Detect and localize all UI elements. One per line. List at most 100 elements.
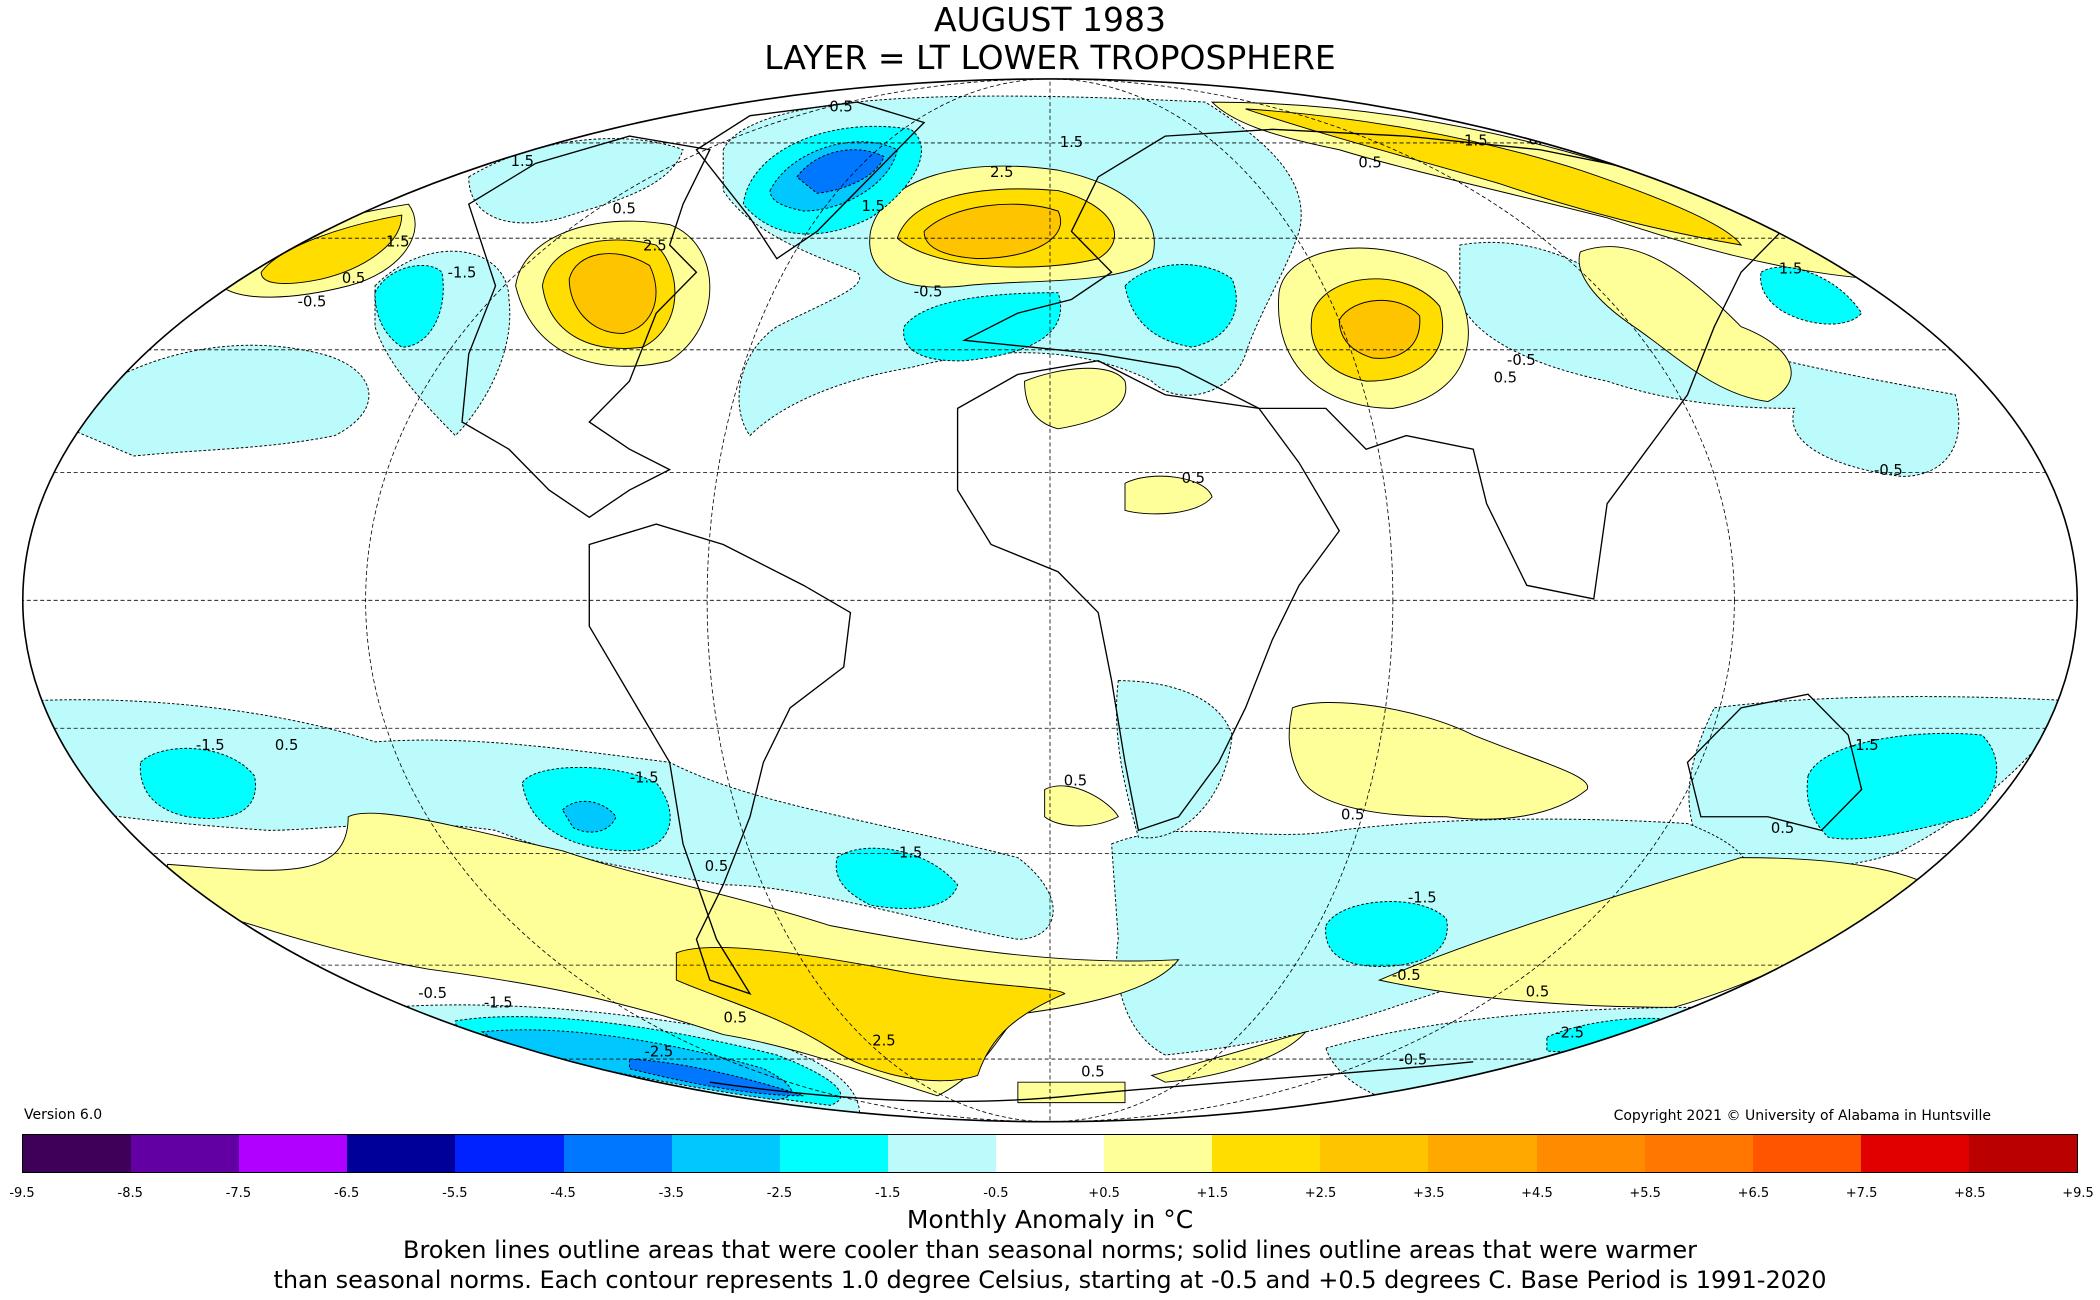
colorbar-tick-label: -0.5 <box>983 1186 1009 1201</box>
colorbar-bin <box>1644 1135 1753 1172</box>
colorbar-tick-label: +8.5 <box>1953 1186 1986 1201</box>
contour-label: -1.5 <box>448 264 477 282</box>
map-title: AUGUST 1983 <box>933 0 1167 39</box>
colorbar-tick-label: -1.5 <box>874 1186 901 1201</box>
colorbar-bin <box>1104 1135 1213 1172</box>
colorbar-bin <box>887 1135 996 1172</box>
antarctica-outline <box>709 1061 1474 1103</box>
colorbar-bin <box>131 1135 240 1172</box>
contour-label: -2.5 <box>645 1042 674 1060</box>
colorbar-bin <box>671 1135 780 1172</box>
contour-label: -0.5 <box>298 292 327 310</box>
colorbar-bin <box>1536 1135 1645 1172</box>
contour-label: 0.5 <box>724 1008 747 1026</box>
contour-label: 0.5 <box>829 98 852 116</box>
colorbar-tick-label: -7.5 <box>225 1186 252 1201</box>
colorbar-bin <box>563 1135 672 1172</box>
contour-label: 0.5 <box>275 736 298 754</box>
contour-label: 0.5 <box>1064 771 1087 789</box>
colorbar-tick-label: -8.5 <box>117 1186 143 1201</box>
colorbar-tick-label: +4.5 <box>1521 1186 1553 1201</box>
colorbar-unit-label: Monthly Anomaly in °C <box>906 1205 1194 1234</box>
caption-line-1: Broken lines outline areas that were coo… <box>403 1236 1697 1264</box>
colorbar-bin <box>995 1135 1105 1172</box>
contour-label: 0.5 <box>1494 368 1517 386</box>
contour-label: -1.5 <box>196 736 225 754</box>
colorbar-tick-label: -3.5 <box>658 1186 684 1201</box>
colorbar-bin <box>1320 1135 1429 1172</box>
north-america-outline <box>461 135 711 519</box>
colorbar-tick-label: +5.5 <box>1629 1186 1661 1201</box>
contour-label: 0.5 <box>1341 805 1364 823</box>
warm-regions <box>166 101 1930 1104</box>
contour-label: -1.5 <box>1850 736 1879 754</box>
colorbar-bin <box>455 1135 564 1172</box>
layer-subtitle: LAYER = LT LOWER TROPOSPHERE <box>764 38 1336 77</box>
contour-label: 0.5 <box>342 269 365 287</box>
contour-label: -2.5 <box>1555 1023 1584 1041</box>
colorbar-bin <box>347 1135 456 1172</box>
contour-labels: 0.51.52.51.50.52.51.50.5-0.5-1.51.5-0.51… <box>196 98 1903 1081</box>
colorbar-bin <box>1860 1135 1969 1172</box>
contour-label: -0.5 <box>1392 966 1421 984</box>
copyright-label: Copyright 2021 © University of Alabama i… <box>1613 1108 1991 1124</box>
contour-label: -0.5 <box>1507 351 1536 369</box>
colorbar-tick-label: -6.5 <box>333 1186 360 1201</box>
colorbar-bin <box>1752 1135 1861 1172</box>
colorbar-tick-label: +6.5 <box>1737 1186 1770 1201</box>
colorbar-tick-label: +1.5 <box>1196 1186 1229 1201</box>
colorbar-bin <box>1428 1135 1537 1172</box>
contour-label: -1.5 <box>1408 888 1437 906</box>
contour-label: 0.5 <box>705 857 728 875</box>
contour-label: 0.5 <box>1358 153 1381 171</box>
contour-label: 1.5 <box>386 232 409 250</box>
contour-label: -0.5 <box>418 984 447 1002</box>
greenland-outline <box>695 101 926 260</box>
caption-line-2: than seasonal norms. Each contour repres… <box>273 1266 1827 1294</box>
colorbar-tick-label: +2.5 <box>1304 1186 1337 1201</box>
colorbar-bin <box>1212 1135 1321 1172</box>
contour-label: 1.5 <box>1779 259 1802 277</box>
version-label: Version 6.0 <box>24 1107 103 1123</box>
coastlines <box>461 101 1863 1103</box>
colorbar-bin <box>23 1135 132 1172</box>
contour-label: -0.5 <box>1399 1050 1428 1068</box>
contour-label: 2.5 <box>990 163 1013 181</box>
colorbar-tick-label: -5.5 <box>442 1186 468 1201</box>
colorbar-tick-label: +7.5 <box>1845 1186 1878 1201</box>
colorbar-bin <box>239 1135 348 1172</box>
contour-label: 2.5 <box>643 236 666 254</box>
south-america-outline <box>588 523 852 995</box>
colorbar-tick-label: -2.5 <box>766 1186 793 1201</box>
colorbar-tick-label: -4.5 <box>550 1186 576 1201</box>
contour-label: 0.5 <box>612 200 635 218</box>
colorbar-bin <box>779 1135 888 1172</box>
contour-label: -0.5 <box>914 283 943 301</box>
contour-label: 0.5 <box>1771 819 1794 837</box>
contour-label: 2.5 <box>872 1031 895 1049</box>
colorbar-tick-label: +0.5 <box>1088 1186 1120 1201</box>
africa-outline <box>956 360 1341 832</box>
colorbar-tick-label: -9.5 <box>9 1186 35 1201</box>
eurasia-outline <box>961 128 1783 600</box>
contour-label: 0.5 <box>1081 1063 1104 1081</box>
contour-label: 1.5 <box>1464 132 1487 150</box>
colorbar-tick-label: +3.5 <box>1412 1186 1445 1201</box>
contour-label: 1.5 <box>511 152 534 170</box>
colorbar <box>22 1134 2078 1173</box>
colorbar-bin <box>1968 1135 2078 1172</box>
colorbar-tick-label: +9.5 <box>2062 1186 2094 1201</box>
contour-label: -1.5 <box>894 843 923 861</box>
colorbar-ticks: -9.5 -8.5 -7.5 -6.5 -5.5 -4.5 -3.5 -2.5 -1.5 -0.5… <box>9 1186 2093 1204</box>
contour-label: -1.5 <box>630 769 659 787</box>
contour-label: 1.5 <box>1060 133 1083 151</box>
contour-label: -0.5 <box>1874 461 1903 479</box>
contour-label: -1.5 <box>484 993 513 1011</box>
australia-outline <box>1686 693 1863 832</box>
globe-border <box>21 78 2079 1123</box>
contour-label: 0.5 <box>1526 982 1549 1000</box>
contour-label: 1.5 <box>862 197 885 215</box>
contour-label: 0.5 <box>1182 469 1205 487</box>
